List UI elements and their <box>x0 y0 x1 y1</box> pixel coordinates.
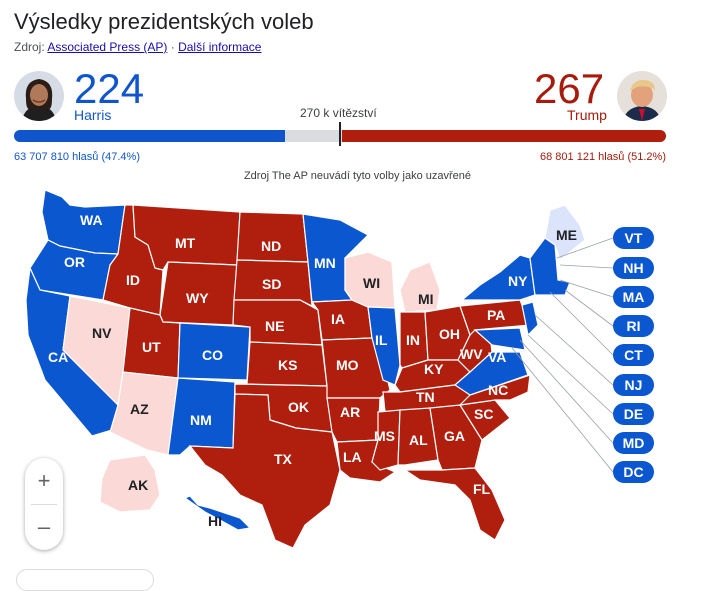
harris-electoral-votes: 224 <box>74 65 145 112</box>
state-TX[interactable] <box>188 393 341 549</box>
label-GA: GA <box>444 428 465 444</box>
pill-DC[interactable]: DC <box>613 461 654 483</box>
state-PA[interactable] <box>459 299 531 337</box>
state-NC[interactable] <box>458 374 531 406</box>
state-CA[interactable] <box>25 265 119 437</box>
state-ND[interactable] <box>236 211 309 263</box>
harris-popular-vote: 63 707 810 hlasů (47.4%) <box>14 151 140 163</box>
state-AK[interactable] <box>99 454 161 513</box>
label-VA: VA <box>488 349 506 365</box>
label-CA: CA <box>48 349 68 365</box>
to-win-label: 270 k vítězství <box>300 106 377 120</box>
harris-bar <box>14 130 286 142</box>
label-MN: MN <box>314 255 336 271</box>
label-AK: AK <box>128 477 148 493</box>
label-IL: IL <box>375 332 388 348</box>
pill-NJ[interactable]: NJ <box>613 374 654 396</box>
electoral-progress-bar <box>14 130 666 142</box>
more-info-link[interactable]: Další informace <box>178 40 262 54</box>
label-NC: NC <box>488 382 508 398</box>
pill-CT[interactable]: CT <box>613 344 654 366</box>
trump-bar <box>342 130 666 142</box>
label-NE: NE <box>265 318 284 334</box>
pill-NH[interactable]: NH <box>613 257 654 279</box>
trump-name: Trump <box>567 107 607 123</box>
label-MI: MI <box>418 291 434 307</box>
label-NV: NV <box>92 325 112 341</box>
trump-popular-vote: 68 801 121 hlasů (51.2%) <box>540 151 666 163</box>
pill-VT[interactable]: VT <box>613 227 654 249</box>
label-OR: OR <box>64 254 85 270</box>
harris-name: Harris <box>74 107 112 123</box>
label-KY: KY <box>424 361 444 377</box>
label-TN: TN <box>416 389 435 405</box>
label-IN: IN <box>406 332 420 348</box>
label-MO: MO <box>336 357 359 373</box>
label-ND: ND <box>261 238 281 254</box>
label-AR: AR <box>340 404 360 420</box>
label-WV: WV <box>460 346 483 362</box>
state-MD[interactable] <box>473 327 526 351</box>
label-FL: FL <box>473 481 491 497</box>
label-MT: MT <box>175 235 196 251</box>
state-FL[interactable] <box>403 467 506 541</box>
zoom-divider <box>31 504 57 505</box>
state-ME[interactable] <box>544 204 586 262</box>
label-KS: KS <box>278 357 297 373</box>
label-UT: UT <box>142 339 161 355</box>
zoom-control: + – <box>25 458 63 550</box>
small-state-leaders <box>511 237 614 473</box>
source-link[interactable]: Associated Press (AP) <box>47 40 168 54</box>
bottom-chip[interactable] <box>16 569 154 591</box>
label-ID: ID <box>126 272 140 288</box>
label-CO: CO <box>202 347 223 363</box>
label-SC: SC <box>474 406 493 422</box>
label-NY: NY <box>508 273 528 289</box>
trump-avatar <box>617 71 667 121</box>
label-ME: ME <box>556 227 577 243</box>
state-NY[interactable] <box>460 254 536 301</box>
harris-avatar <box>14 71 64 121</box>
page-title: Výsledky prezidentských voleb <box>14 9 314 34</box>
label-AL: AL <box>409 432 428 448</box>
pill-MA[interactable]: MA <box>613 286 654 308</box>
pill-DE[interactable]: DE <box>613 403 654 425</box>
label-AZ: AZ <box>130 401 149 417</box>
label-TX: TX <box>274 451 293 467</box>
label-WA: WA <box>80 212 103 228</box>
label-OK: OK <box>288 399 309 415</box>
state-AL[interactable] <box>397 407 439 466</box>
label-OH: OH <box>439 326 460 342</box>
label-SD: SD <box>262 276 281 292</box>
pill-RI[interactable]: RI <box>613 315 654 337</box>
source-label: Zdroj: <box>14 40 45 54</box>
pill-MD[interactable]: MD <box>613 432 654 454</box>
state-NJ[interactable] <box>521 301 539 337</box>
label-MS: MS <box>374 428 395 444</box>
us-election-map[interactable]: .d { fill:#0b57d0; stroke:#ffffff; strok… <box>0 186 715 578</box>
label-IA: IA <box>331 311 345 327</box>
zoom-in-button[interactable]: + <box>37 468 51 493</box>
trump-electoral-votes: 267 <box>534 65 605 112</box>
source-separator: · <box>170 40 175 54</box>
label-NM: NM <box>190 412 212 428</box>
label-HI: HI <box>208 513 222 529</box>
not-called-note: Zdroj The AP neuvádí tyto volby jako uza… <box>243 170 472 182</box>
label-WI: WI <box>363 275 380 291</box>
win-threshold-marker <box>339 122 341 146</box>
state-HI[interactable] <box>183 495 252 531</box>
label-WY: WY <box>186 290 209 306</box>
label-LA: LA <box>343 449 362 465</box>
zoom-out-button[interactable]: – <box>37 514 51 539</box>
label-PA: PA <box>487 307 505 323</box>
source-line: Zdroj: Associated Press (AP) · Další inf… <box>14 40 261 54</box>
